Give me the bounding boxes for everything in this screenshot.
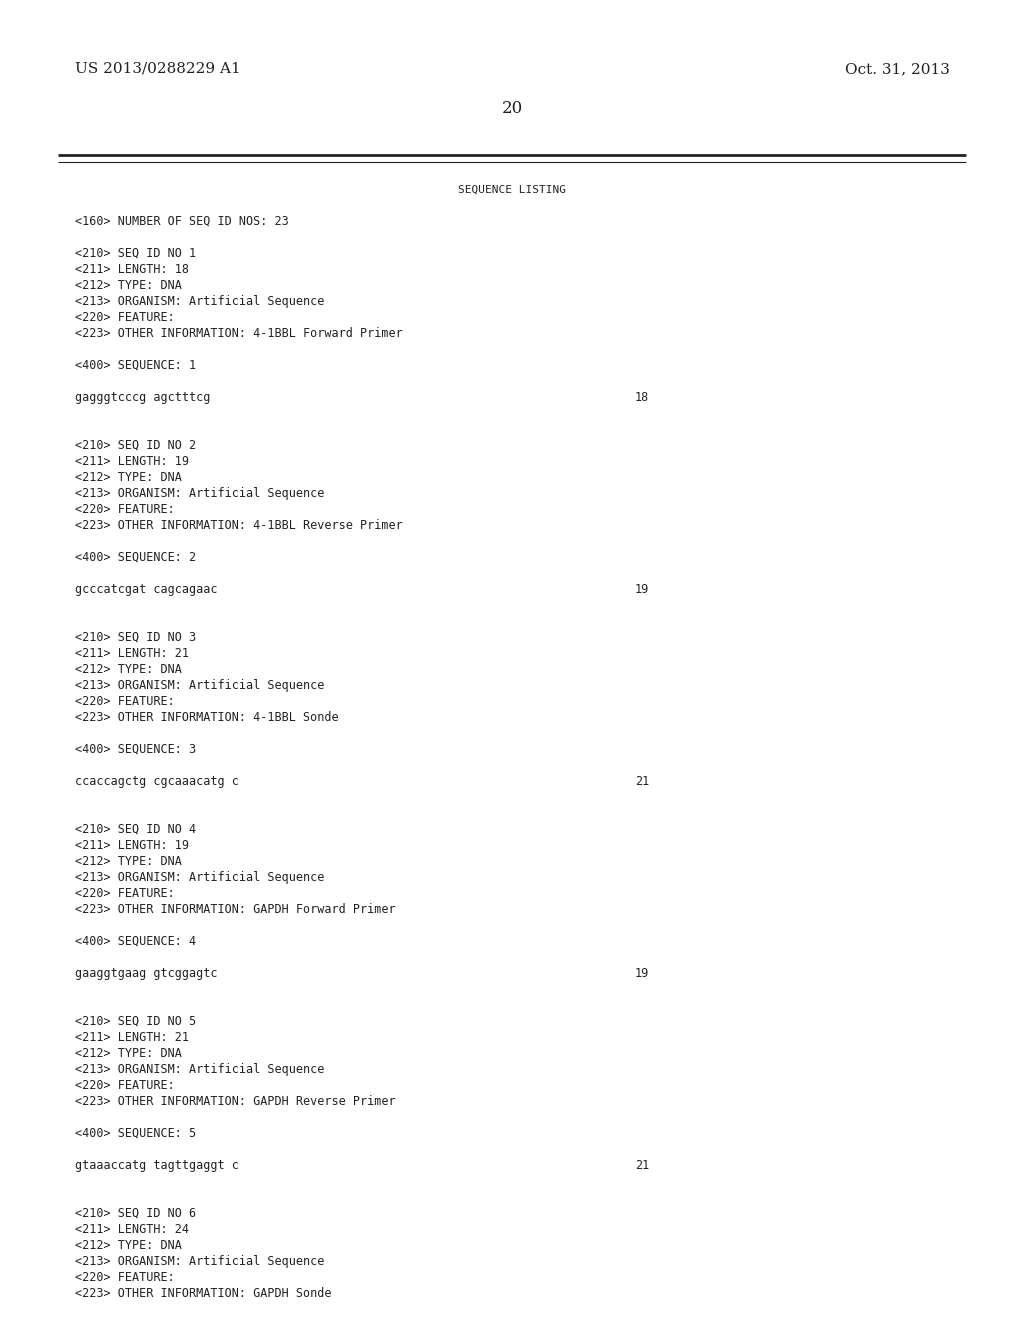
Text: <213> ORGANISM: Artificial Sequence: <213> ORGANISM: Artificial Sequence — [75, 871, 325, 884]
Text: 19: 19 — [635, 968, 649, 979]
Text: <211> LENGTH: 19: <211> LENGTH: 19 — [75, 840, 189, 851]
Text: 19: 19 — [635, 583, 649, 597]
Text: <212> TYPE: DNA: <212> TYPE: DNA — [75, 663, 182, 676]
Text: <211> LENGTH: 24: <211> LENGTH: 24 — [75, 1224, 189, 1236]
Text: <213> ORGANISM: Artificial Sequence: <213> ORGANISM: Artificial Sequence — [75, 487, 325, 500]
Text: <223> OTHER INFORMATION: GAPDH Sonde: <223> OTHER INFORMATION: GAPDH Sonde — [75, 1287, 332, 1300]
Text: <211> LENGTH: 21: <211> LENGTH: 21 — [75, 1031, 189, 1044]
Text: <400> SEQUENCE: 4: <400> SEQUENCE: 4 — [75, 935, 197, 948]
Text: <160> NUMBER OF SEQ ID NOS: 23: <160> NUMBER OF SEQ ID NOS: 23 — [75, 215, 289, 228]
Text: 20: 20 — [502, 100, 522, 117]
Text: <223> OTHER INFORMATION: 4-1BBL Reverse Primer: <223> OTHER INFORMATION: 4-1BBL Reverse … — [75, 519, 402, 532]
Text: <213> ORGANISM: Artificial Sequence: <213> ORGANISM: Artificial Sequence — [75, 1255, 325, 1269]
Text: Oct. 31, 2013: Oct. 31, 2013 — [845, 62, 950, 77]
Text: <213> ORGANISM: Artificial Sequence: <213> ORGANISM: Artificial Sequence — [75, 1063, 325, 1076]
Text: <210> SEQ ID NO 6: <210> SEQ ID NO 6 — [75, 1206, 197, 1220]
Text: <211> LENGTH: 18: <211> LENGTH: 18 — [75, 263, 189, 276]
Text: gcccatcgat cagcagaac: gcccatcgat cagcagaac — [75, 583, 217, 597]
Text: <212> TYPE: DNA: <212> TYPE: DNA — [75, 471, 182, 484]
Text: <210> SEQ ID NO 5: <210> SEQ ID NO 5 — [75, 1015, 197, 1028]
Text: <400> SEQUENCE: 3: <400> SEQUENCE: 3 — [75, 743, 197, 756]
Text: <223> OTHER INFORMATION: 4-1BBL Sonde: <223> OTHER INFORMATION: 4-1BBL Sonde — [75, 711, 339, 723]
Text: gtaaaccatg tagttgaggt c: gtaaaccatg tagttgaggt c — [75, 1159, 239, 1172]
Text: <220> FEATURE:: <220> FEATURE: — [75, 503, 175, 516]
Text: <400> SEQUENCE: 1: <400> SEQUENCE: 1 — [75, 359, 197, 372]
Text: <210> SEQ ID NO 1: <210> SEQ ID NO 1 — [75, 247, 197, 260]
Text: gaaggtgaag gtcggagtc: gaaggtgaag gtcggagtc — [75, 968, 217, 979]
Text: <223> OTHER INFORMATION: 4-1BBL Forward Primer: <223> OTHER INFORMATION: 4-1BBL Forward … — [75, 327, 402, 341]
Text: <212> TYPE: DNA: <212> TYPE: DNA — [75, 855, 182, 869]
Text: <212> TYPE: DNA: <212> TYPE: DNA — [75, 1047, 182, 1060]
Text: <220> FEATURE:: <220> FEATURE: — [75, 1271, 175, 1284]
Text: <211> LENGTH: 19: <211> LENGTH: 19 — [75, 455, 189, 469]
Text: <210> SEQ ID NO 3: <210> SEQ ID NO 3 — [75, 631, 197, 644]
Text: <210> SEQ ID NO 4: <210> SEQ ID NO 4 — [75, 822, 197, 836]
Text: <220> FEATURE:: <220> FEATURE: — [75, 887, 175, 900]
Text: <223> OTHER INFORMATION: GAPDH Reverse Primer: <223> OTHER INFORMATION: GAPDH Reverse P… — [75, 1096, 395, 1107]
Text: <223> OTHER INFORMATION: GAPDH Forward Primer: <223> OTHER INFORMATION: GAPDH Forward P… — [75, 903, 395, 916]
Text: <210> SEQ ID NO 2: <210> SEQ ID NO 2 — [75, 440, 197, 451]
Text: <212> TYPE: DNA: <212> TYPE: DNA — [75, 279, 182, 292]
Text: gagggtcccg agctttcg: gagggtcccg agctttcg — [75, 391, 210, 404]
Text: <211> LENGTH: 21: <211> LENGTH: 21 — [75, 647, 189, 660]
Text: <220> FEATURE:: <220> FEATURE: — [75, 696, 175, 708]
Text: US 2013/0288229 A1: US 2013/0288229 A1 — [75, 62, 241, 77]
Text: <213> ORGANISM: Artificial Sequence: <213> ORGANISM: Artificial Sequence — [75, 294, 325, 308]
Text: SEQUENCE LISTING: SEQUENCE LISTING — [458, 185, 566, 195]
Text: <220> FEATURE:: <220> FEATURE: — [75, 312, 175, 323]
Text: 21: 21 — [635, 775, 649, 788]
Text: 21: 21 — [635, 1159, 649, 1172]
Text: <400> SEQUENCE: 2: <400> SEQUENCE: 2 — [75, 550, 197, 564]
Text: <212> TYPE: DNA: <212> TYPE: DNA — [75, 1239, 182, 1251]
Text: 18: 18 — [635, 391, 649, 404]
Text: ccaccagctg cgcaaacatg c: ccaccagctg cgcaaacatg c — [75, 775, 239, 788]
Text: <400> SEQUENCE: 5: <400> SEQUENCE: 5 — [75, 1127, 197, 1140]
Text: <220> FEATURE:: <220> FEATURE: — [75, 1078, 175, 1092]
Text: <213> ORGANISM: Artificial Sequence: <213> ORGANISM: Artificial Sequence — [75, 678, 325, 692]
